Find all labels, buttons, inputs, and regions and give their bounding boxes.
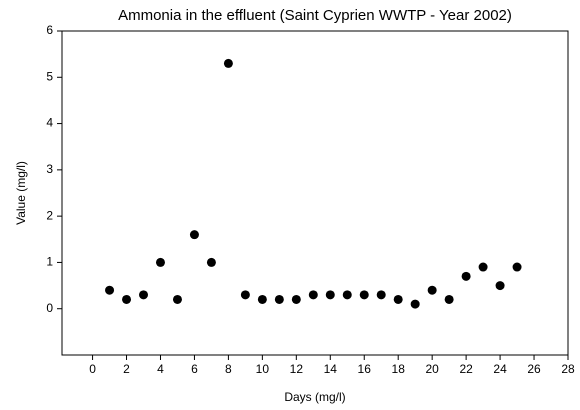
y-tick-label: 3 bbox=[46, 162, 53, 176]
x-tick-label: 22 bbox=[459, 362, 473, 376]
x-tick-label: 20 bbox=[425, 362, 439, 376]
point bbox=[189, 230, 199, 240]
point bbox=[223, 58, 233, 68]
point bbox=[308, 290, 318, 300]
point bbox=[342, 290, 352, 300]
y-tick-label: 5 bbox=[46, 69, 53, 83]
point bbox=[410, 299, 420, 309]
point bbox=[427, 285, 437, 295]
point bbox=[359, 290, 369, 300]
point bbox=[478, 262, 488, 272]
point bbox=[122, 294, 132, 304]
x-tick-label: 8 bbox=[225, 362, 232, 376]
point bbox=[461, 271, 471, 281]
point bbox=[206, 257, 216, 267]
y-tick-label: 4 bbox=[46, 116, 53, 130]
point bbox=[240, 290, 250, 300]
x-tick-label: 14 bbox=[324, 362, 338, 376]
x-tick-label: 18 bbox=[392, 362, 406, 376]
x-tick-label: 12 bbox=[290, 362, 304, 376]
x-axis-label: Days (mg/l) bbox=[284, 390, 345, 404]
point bbox=[495, 281, 505, 291]
x-tick-label: 16 bbox=[358, 362, 372, 376]
point bbox=[512, 262, 522, 272]
y-tick-label: 2 bbox=[46, 208, 53, 222]
y-tick-label: 6 bbox=[46, 23, 53, 37]
x-tick-label: 2 bbox=[123, 362, 130, 376]
x-tick-label: 28 bbox=[561, 362, 575, 376]
point bbox=[155, 257, 165, 267]
point bbox=[325, 290, 335, 300]
point bbox=[444, 294, 454, 304]
y-tick-label: 1 bbox=[46, 255, 53, 269]
point bbox=[291, 294, 301, 304]
chart-title: Ammonia in the effluent (Saint Cyprien W… bbox=[118, 7, 512, 24]
x-tick-label: 24 bbox=[493, 362, 507, 376]
x-tick-label: 10 bbox=[256, 362, 270, 376]
point bbox=[274, 294, 284, 304]
x-tick-label: 6 bbox=[191, 362, 198, 376]
y-axis-label: Value (mg/l) bbox=[14, 161, 28, 225]
x-tick-label: 26 bbox=[527, 362, 541, 376]
x-tick-label: 0 bbox=[89, 362, 96, 376]
x-tick-label: 4 bbox=[157, 362, 164, 376]
plot-frame bbox=[61, 30, 569, 356]
point bbox=[393, 294, 403, 304]
y-tick-label: 0 bbox=[46, 301, 53, 315]
point bbox=[172, 294, 182, 304]
point bbox=[139, 290, 149, 300]
point bbox=[257, 294, 267, 304]
point bbox=[376, 290, 386, 300]
point bbox=[105, 285, 115, 295]
